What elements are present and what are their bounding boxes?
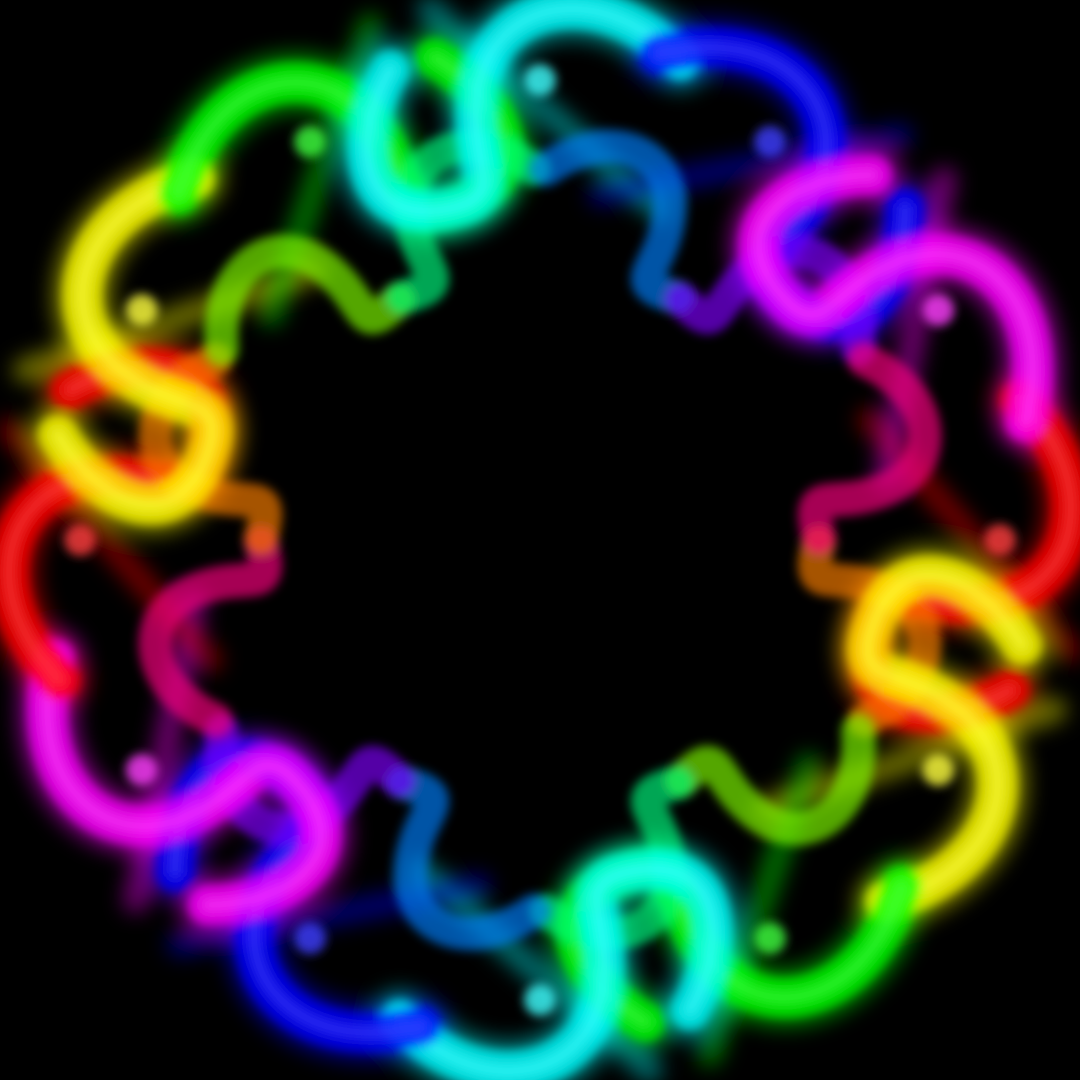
ribbon-node bbox=[524, 984, 556, 1016]
ribbon-node bbox=[984, 524, 1016, 556]
ribbon-streak bbox=[752, 696, 1067, 822]
ribbon-node bbox=[524, 64, 556, 96]
ribbon-node bbox=[922, 754, 955, 786]
ribbon-node bbox=[125, 294, 158, 326]
ribbon-node bbox=[64, 524, 96, 556]
ribbon-inner-loop bbox=[385, 765, 551, 951]
ribbon-core bbox=[394, 863, 719, 1077]
ribbon-node bbox=[294, 922, 326, 955]
ribbon-streak bbox=[872, 166, 957, 492]
ribbon-node bbox=[754, 922, 786, 955]
ribbon-core bbox=[861, 569, 1029, 908]
ribbon-inner-loop bbox=[204, 234, 416, 367]
ribbon-core bbox=[752, 169, 1039, 428]
ribbon-inner-loop bbox=[664, 713, 876, 846]
ribbon-inner-loop bbox=[138, 525, 283, 738]
ribbon-streak bbox=[407, 857, 663, 1080]
ribbon-node bbox=[754, 125, 786, 158]
ribbon-inner-loop bbox=[529, 129, 695, 315]
ribbon-streak bbox=[417, 0, 673, 223]
ribbon-inner-loop bbox=[797, 342, 942, 555]
ribbon-streak bbox=[13, 258, 328, 384]
ribbon-core bbox=[361, 3, 686, 217]
ribbon-streak bbox=[123, 588, 208, 914]
ribbon-node bbox=[125, 754, 158, 786]
ribbon-node bbox=[294, 125, 326, 158]
ribbon-core bbox=[41, 652, 328, 911]
ribbon-node bbox=[922, 294, 955, 326]
ribbon-core bbox=[51, 172, 219, 511]
